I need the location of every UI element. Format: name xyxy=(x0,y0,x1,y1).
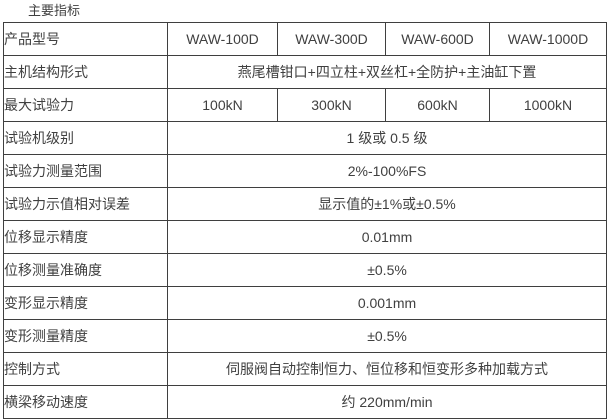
row-label: 主机结构形式 xyxy=(3,55,168,89)
cell-disp-res-value: 0.01mm xyxy=(167,220,607,254)
cell-force-4: 1000kN xyxy=(489,88,607,122)
cell-model-1: WAW-100D xyxy=(167,22,278,56)
cell-range-value: 2%-100%FS xyxy=(167,154,607,188)
cell-class-value: 1 级或 0.5 级 xyxy=(167,121,607,155)
row-label: 最大试验力 xyxy=(3,88,168,122)
row-displacement-accuracy: 位移测量准确度 ±0.5% xyxy=(3,253,607,287)
row-label: 变形显示精度 xyxy=(3,286,168,320)
row-force-measure-range: 试验力测量范围 2%-100%FS xyxy=(3,154,607,188)
row-label: 横梁移动速度 xyxy=(3,385,168,419)
cell-deform-res-value: 0.001mm xyxy=(167,286,607,320)
page-title: 主要指标 xyxy=(28,3,81,18)
row-label: 位移测量准确度 xyxy=(3,253,168,287)
spec-table: 产品型号 WAW-100D WAW-300D WAW-600D WAW-1000… xyxy=(3,22,607,419)
cell-force-3: 600kN xyxy=(385,88,490,122)
row-displacement-resolution: 位移显示精度 0.01mm xyxy=(3,220,607,254)
cell-disp-acc-value: ±0.5% xyxy=(167,253,607,287)
row-max-test-force: 最大试验力 100kN 300kN 600kN 1000kN xyxy=(3,88,607,122)
cell-force-2: 300kN xyxy=(277,88,386,122)
row-deformation-resolution: 变形显示精度 0.001mm xyxy=(3,286,607,320)
row-label: 试验力测量范围 xyxy=(3,154,168,188)
cell-structure-value: 燕尾槽钳口+四立柱+双丝杠+全防护+主油缸下置 xyxy=(167,55,607,89)
row-machine-class: 试验机级别 1 级或 0.5 级 xyxy=(3,121,607,155)
row-crosshead-speed: 横梁移动速度 约 220mm/min xyxy=(3,385,607,419)
cell-control-value: 伺服阀自动控制恒力、恒位移和恒变形多种加载方式 xyxy=(167,352,607,386)
row-label: 位移显示精度 xyxy=(3,220,168,254)
row-label: 试验力示值相对误差 xyxy=(3,187,168,221)
row-deformation-accuracy: 变形测量精度 ±0.5% xyxy=(3,319,607,353)
row-control-mode: 控制方式 伺服阀自动控制恒力、恒位移和恒变形多种加载方式 xyxy=(3,352,607,386)
row-label: 控制方式 xyxy=(3,352,168,386)
row-product-model: 产品型号 WAW-100D WAW-300D WAW-600D WAW-1000… xyxy=(3,22,607,56)
cell-model-2: WAW-300D xyxy=(277,22,386,56)
cell-speed-value: 约 220mm/min xyxy=(167,385,607,419)
row-label: 试验机级别 xyxy=(3,121,168,155)
cell-model-4: WAW-1000D xyxy=(489,22,607,56)
cell-force-1: 100kN xyxy=(167,88,278,122)
cell-error-value: 显示值的±1%或±0.5% xyxy=(167,187,607,221)
cell-model-3: WAW-600D xyxy=(385,22,490,56)
row-label: 产品型号 xyxy=(3,22,168,56)
row-force-relative-error: 试验力示值相对误差 显示值的±1%或±0.5% xyxy=(3,187,607,221)
spec-sheet: 主要指标 产品型号 WAW-100D WAW-300D WAW-600D WAW… xyxy=(0,3,610,419)
cell-deform-acc-value: ±0.5% xyxy=(167,319,607,353)
row-structure: 主机结构形式 燕尾槽钳口+四立柱+双丝杠+全防护+主油缸下置 xyxy=(3,55,607,89)
row-label: 变形测量精度 xyxy=(3,319,168,353)
